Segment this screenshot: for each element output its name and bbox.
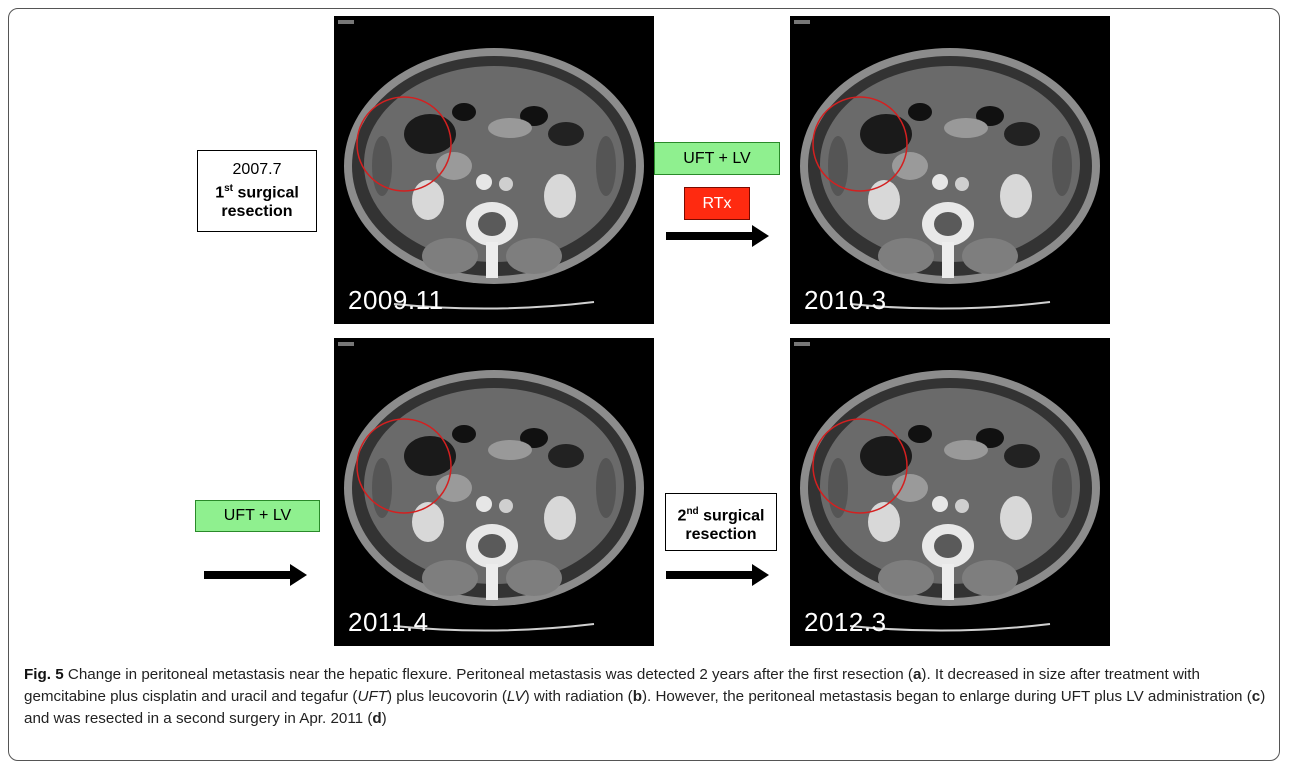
lesion-circle: [812, 96, 908, 192]
panel-c: 2011.4: [334, 338, 654, 646]
panel-a: 2009.11: [334, 16, 654, 324]
lesion-circle: [356, 418, 452, 514]
lesion-circle: [812, 418, 908, 514]
ct-scan: [344, 370, 644, 632]
figure-caption: Fig. 5 Change in peritoneal metastasis n…: [24, 666, 1266, 727]
first-resection-box: 2007.7 1st surgical resection: [197, 150, 317, 232]
first-resection-date: 2007.7: [232, 161, 282, 178]
ct-scan: [800, 48, 1100, 310]
panel-date: 2012.3: [804, 607, 887, 637]
ct-scan: [800, 370, 1100, 632]
ufl-label-2: UFT + LV: [195, 500, 320, 532]
panel-b: 2010.3: [790, 16, 1110, 324]
panel-date: 2010.3: [804, 285, 887, 315]
rtx-label: RTx: [684, 187, 750, 220]
lesion-circle: [356, 96, 452, 192]
arrow-right-icon: [666, 225, 769, 247]
ufl-label-1: UFT + LV: [654, 142, 780, 175]
panel-date: 2009.11: [348, 285, 444, 315]
ct-scan: [344, 48, 644, 310]
panel-d: 2012.3: [790, 338, 1110, 646]
panel-date: 2011.4: [348, 607, 429, 637]
arrow-right-icon: [204, 564, 307, 586]
second-resection-box: 2nd surgical resection: [665, 493, 777, 551]
arrow-right-icon: [666, 564, 769, 586]
